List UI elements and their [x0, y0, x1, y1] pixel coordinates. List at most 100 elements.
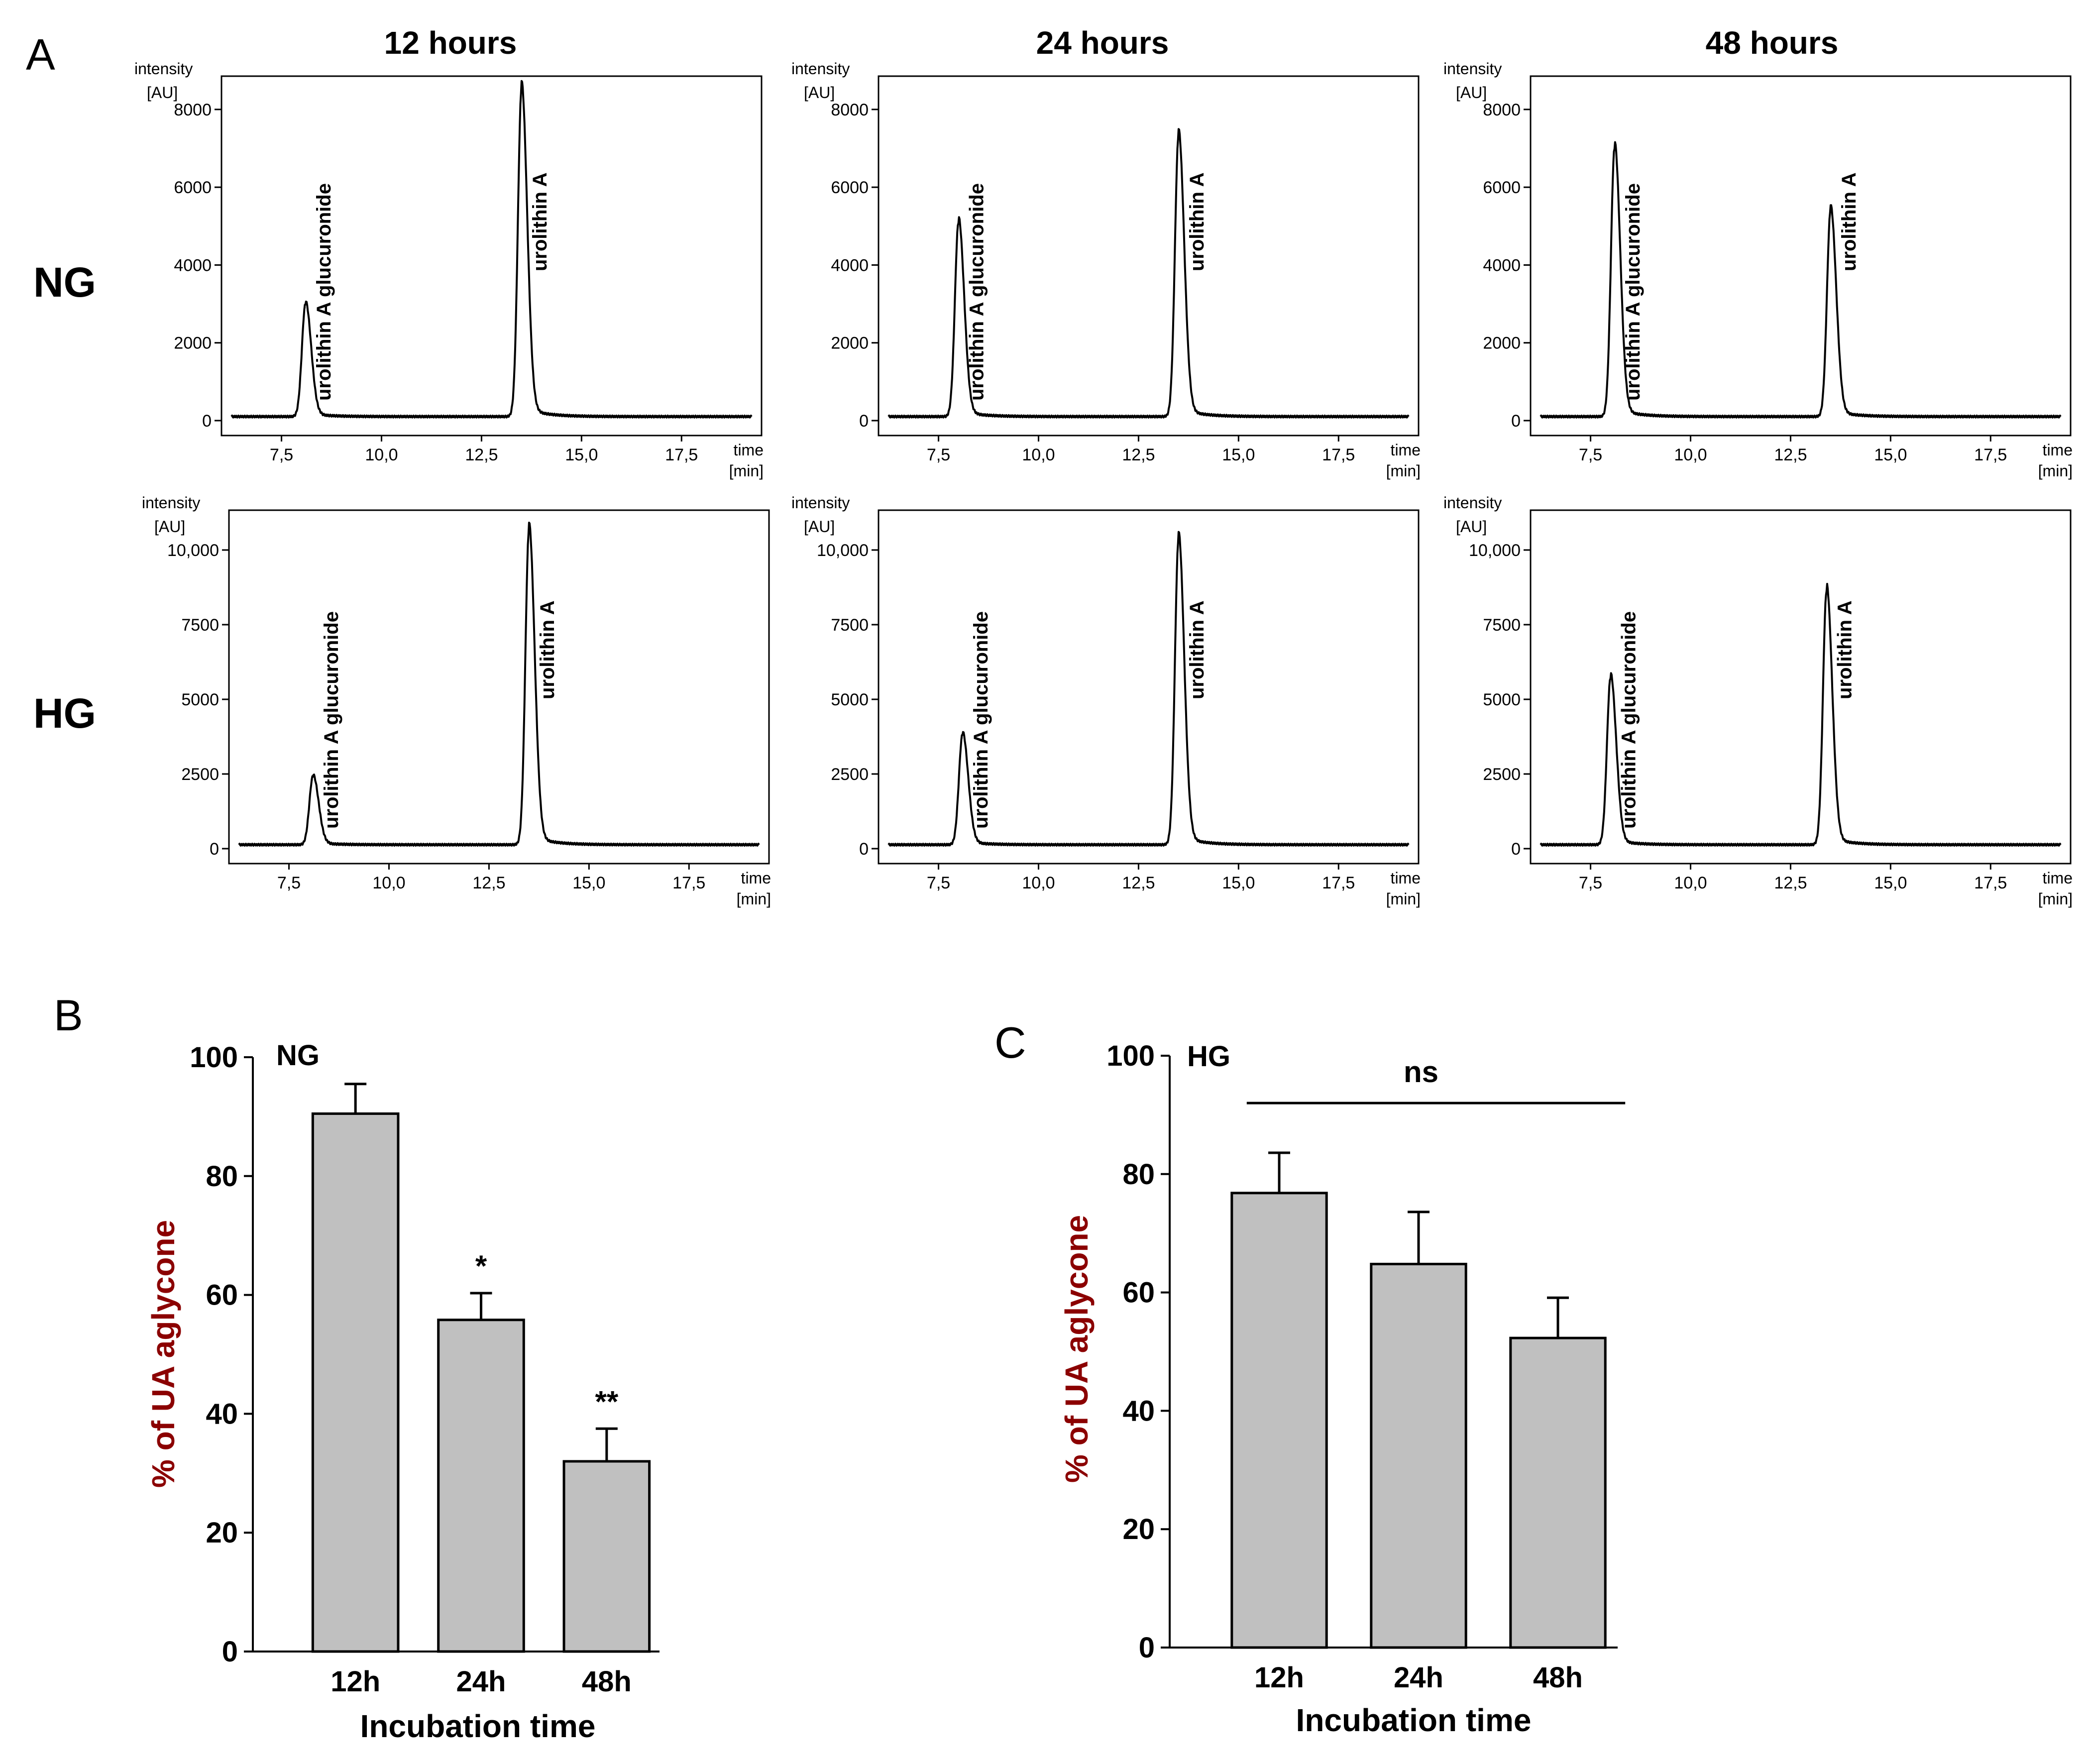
y-tick-label: 8000	[1483, 101, 1521, 119]
y-tick-label: 20	[1122, 1513, 1155, 1545]
y-tick-label: 100	[190, 1041, 238, 1074]
plot-frame	[220, 75, 763, 437]
y-tick-label: 6000	[1483, 178, 1521, 197]
y-tick-label: 7500	[1483, 616, 1521, 635]
peak-label-glucuronide: urolithin A glucuronide	[970, 611, 992, 829]
y-tick-label: 5000	[831, 690, 869, 709]
peak-apex	[1610, 681, 1611, 682]
chromatogram-ng-48-hours: 0 2000 4000 6000 8000 7,5 10,0 12,5 15,0 17,5 inte…	[1443, 60, 2073, 480]
chromatogram-grid: 0 2000 4000 6000 8000 7,5 10,0 12,5 15,0 17,5 inte…	[134, 60, 2073, 908]
y-tick-label: 2500	[1483, 765, 1521, 784]
y-axis-label-line1: intensity	[1443, 494, 1502, 512]
peak-label-aglycone: urolithin A	[529, 173, 551, 271]
x-tick-label: 15,0	[1222, 445, 1255, 464]
bar-chart-c: 0 20 40 60 80 100 12h 24h 48h ns HG Incubation time…	[1059, 1040, 1626, 1738]
y-tick-label: 0	[210, 840, 219, 859]
x-axis-label-line1: time	[1391, 441, 1421, 459]
x-tick-label: 15,0	[1874, 874, 1907, 892]
bar	[562, 1460, 651, 1653]
column-title-48h: 48 hours	[1706, 25, 1839, 61]
panel-letter-a: A	[26, 30, 55, 79]
peak-label-glucuronide: urolithin A glucuronide	[1622, 183, 1644, 401]
y-tick-label: 0	[202, 412, 212, 431]
y-tick-label: 2000	[174, 334, 212, 353]
bar-chart-tag: HG	[1187, 1040, 1230, 1073]
y-tick-label: 4000	[174, 256, 212, 275]
x-axis-label-line1: time	[734, 441, 764, 459]
peak-label-aglycone: urolithin A	[1834, 601, 1856, 699]
y-tick-label: 5000	[1483, 690, 1521, 709]
y-tick-label: 10,000	[167, 541, 219, 560]
y-tick-label: 60	[206, 1279, 238, 1312]
x-axis-label-line1: time	[2043, 869, 2073, 887]
x-tick-label: 10,0	[1022, 445, 1055, 464]
x-tick-label: 7,5	[1579, 445, 1602, 464]
x-tick-label: 12,5	[465, 445, 498, 464]
y-tick-label: 7500	[831, 616, 869, 635]
y-tick-label: 100	[1106, 1040, 1155, 1072]
y-tick-label: 4000	[831, 256, 869, 275]
x-tick-label: 7,5	[927, 445, 950, 464]
y-tick-label: 80	[1122, 1158, 1155, 1191]
x-tick-label: 17,5	[1974, 445, 2007, 464]
x-axis-label-line2: [min]	[1386, 890, 1421, 908]
y-axis-label-line2: [AU]	[804, 84, 835, 102]
y-tick-label: 8000	[831, 101, 869, 119]
row-label-ng: NG	[33, 259, 96, 306]
x-tick-label: 15,0	[565, 445, 598, 464]
y-tick-label: 7500	[181, 616, 219, 635]
y-tick-label: 0	[1139, 1632, 1155, 1664]
x-axis-label-line1: time	[2043, 441, 2073, 459]
y-tick-label: 80	[206, 1160, 238, 1193]
x-axis-label-line2: [min]	[737, 890, 771, 908]
x-tick-label: 48h	[582, 1665, 632, 1698]
bar	[1230, 1192, 1328, 1649]
y-axis-label-line2: [AU]	[154, 518, 185, 536]
x-tick-label: 12,5	[1774, 445, 1807, 464]
x-tick-label: 12,5	[1774, 874, 1807, 892]
x-tick-label: 48h	[1533, 1661, 1583, 1694]
y-tick-label: 4000	[1483, 256, 1521, 275]
plot-frame	[878, 509, 1420, 865]
y-tick-label: 20	[206, 1517, 238, 1549]
chromatogram-trace	[238, 522, 760, 847]
y-tick-label: 6000	[174, 178, 212, 197]
x-tick-label: 12,5	[472, 874, 505, 892]
chromatogram-trace	[1540, 141, 2062, 419]
column-title-24h: 24 hours	[1036, 25, 1169, 61]
x-tick-label: 10,0	[1674, 874, 1707, 892]
x-axis-label-line2: [min]	[2038, 890, 2073, 908]
column-title-12h: 12 hours	[384, 25, 517, 61]
peak-label-glucuronide: urolithin A glucuronide	[966, 183, 988, 401]
bar-chart-b: 0 20 40 60 80 100 12h 24h * 48h ** NG Incubation tim…	[145, 1039, 660, 1744]
plot-frame	[228, 509, 770, 865]
significance-marker: *	[475, 1249, 487, 1283]
chromatogram-trace	[1540, 583, 2062, 847]
y-axis-title: % of UA aglycone	[1059, 1215, 1095, 1483]
x-tick-label: 24h	[1394, 1661, 1443, 1694]
x-tick-label: 12h	[330, 1665, 380, 1698]
peak-label-aglycone: urolithin A	[1186, 173, 1208, 271]
y-tick-label: 0	[1511, 840, 1521, 859]
y-axis-label-line2: [AU]	[804, 518, 835, 536]
x-axis-title: Incubation time	[1296, 1702, 1532, 1738]
x-tick-label: 12h	[1254, 1661, 1304, 1694]
y-tick-label: 8000	[174, 101, 212, 119]
significance-marker: **	[595, 1385, 618, 1418]
chromatogram-hg-48-hours: 0 2500 5000 7500 10,000 7,5 10,0 12,5 15,0 17,5 in…	[1443, 494, 2073, 908]
y-axis-label-line1: intensity	[791, 60, 850, 78]
peak-apex	[962, 738, 963, 739]
panel-letter-b: B	[54, 991, 83, 1040]
x-tick-label: 17,5	[1322, 874, 1355, 892]
x-tick-label: 7,5	[1579, 874, 1602, 892]
y-tick-label: 0	[859, 412, 869, 431]
peak-label-glucuronide: urolithin A glucuronide	[1618, 611, 1640, 829]
x-tick-label: 10,0	[1022, 874, 1055, 892]
peak-label-glucuronide: urolithin A glucuronide	[313, 183, 335, 401]
x-tick-label: 10,0	[365, 445, 398, 464]
y-tick-label: 2500	[181, 765, 219, 784]
x-axis-title: Incubation time	[360, 1708, 596, 1744]
chromatogram-ng-12-hours: 0 2000 4000 6000 8000 7,5 10,0 12,5 15,0 17,5 inte…	[134, 60, 764, 480]
panel-letter-c: C	[994, 1018, 1026, 1067]
